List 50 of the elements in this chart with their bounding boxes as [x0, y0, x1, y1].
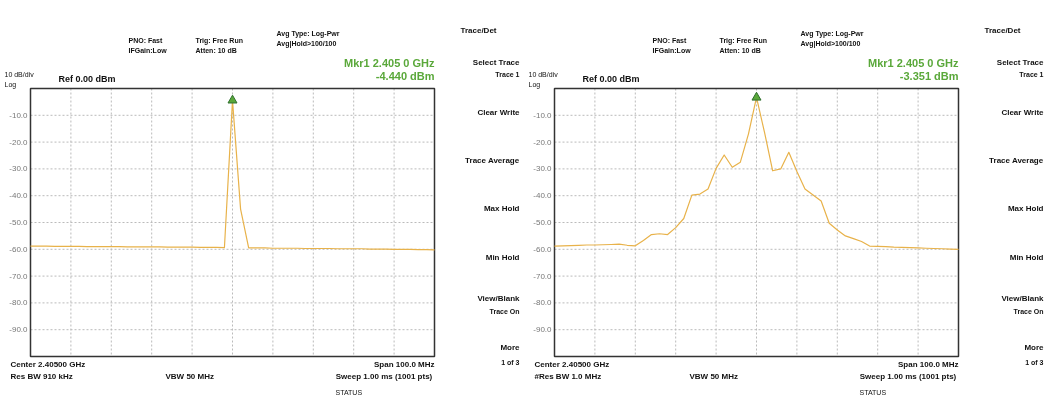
text: Min Hold — [1009, 253, 1044, 262]
text: Trace Average — [989, 156, 1044, 165]
text: Select Trace — [996, 58, 1045, 67]
text: Center 2.40500 GHz — [10, 360, 86, 369]
text: Trace/Det — [984, 26, 1021, 35]
text: VBW 50 MHz — [689, 372, 738, 381]
text: Res BW 910 kHz — [10, 372, 73, 381]
y-tick-label: -60.0 — [533, 244, 553, 254]
text: Select Trace — [472, 58, 521, 67]
text: -3.351 dBm — [899, 69, 959, 82]
y-tick-label: -60.0 — [9, 244, 29, 254]
text: VBW 50 MHz — [165, 372, 214, 381]
y-tick-label: -90.0 — [9, 325, 29, 335]
y-tick-label: -80.0 — [533, 298, 553, 308]
y-tick-label: -70.0 — [533, 271, 553, 281]
text: Max Hold — [483, 204, 520, 213]
text: Ref 0.00 dBm — [582, 73, 640, 84]
y-tick-label: -40.0 — [9, 191, 29, 201]
y-tick-label: -20.0 — [533, 137, 553, 147]
text: View/Blank — [477, 294, 521, 303]
text: Sweep 1.00 ms (1001 pts) — [335, 372, 433, 381]
text: More — [500, 343, 521, 352]
y-tick-label: -50.0 — [533, 218, 553, 227]
text: Trace/Det — [460, 26, 497, 35]
text: #Res BW 1.0 MHz — [534, 372, 602, 381]
y-tick-label: -40.0 — [533, 191, 553, 201]
y-tick-label: -30.0 — [533, 164, 553, 174]
y-tick-label: -80.0 — [9, 298, 29, 308]
text: Mkr1 2.405 0 GHz — [344, 56, 435, 69]
text: Max Hold — [1007, 204, 1044, 213]
text: More — [1024, 343, 1045, 352]
y-tick-label: -90.0 — [533, 325, 553, 335]
text: -4.440 dBm — [375, 69, 435, 82]
text: Clear Write — [1001, 108, 1045, 117]
y-tick-label: -50.0 — [9, 218, 29, 227]
text: Ref 0.00 dBm — [58, 73, 116, 84]
y-tick-label: -10.0 — [9, 110, 29, 120]
y-tick-label: -20.0 — [9, 137, 29, 147]
text: Span 100.0 MHz — [374, 360, 435, 369]
text: Center 2.40500 GHz — [534, 360, 610, 369]
y-tick-label: -70.0 — [9, 271, 29, 281]
y-tick-label: -10.0 — [533, 110, 553, 120]
text: Sweep 1.00 ms (1001 pts) — [859, 372, 957, 381]
text: Min Hold — [485, 253, 520, 262]
text: View/Blank — [1001, 294, 1045, 303]
y-tick-label: -30.0 — [9, 164, 29, 174]
text: Trace Average — [465, 156, 520, 165]
text: Span 100.0 MHz — [898, 360, 959, 369]
text: Clear Write — [477, 108, 521, 117]
text: Mkr1 2.405 0 GHz — [868, 56, 959, 69]
